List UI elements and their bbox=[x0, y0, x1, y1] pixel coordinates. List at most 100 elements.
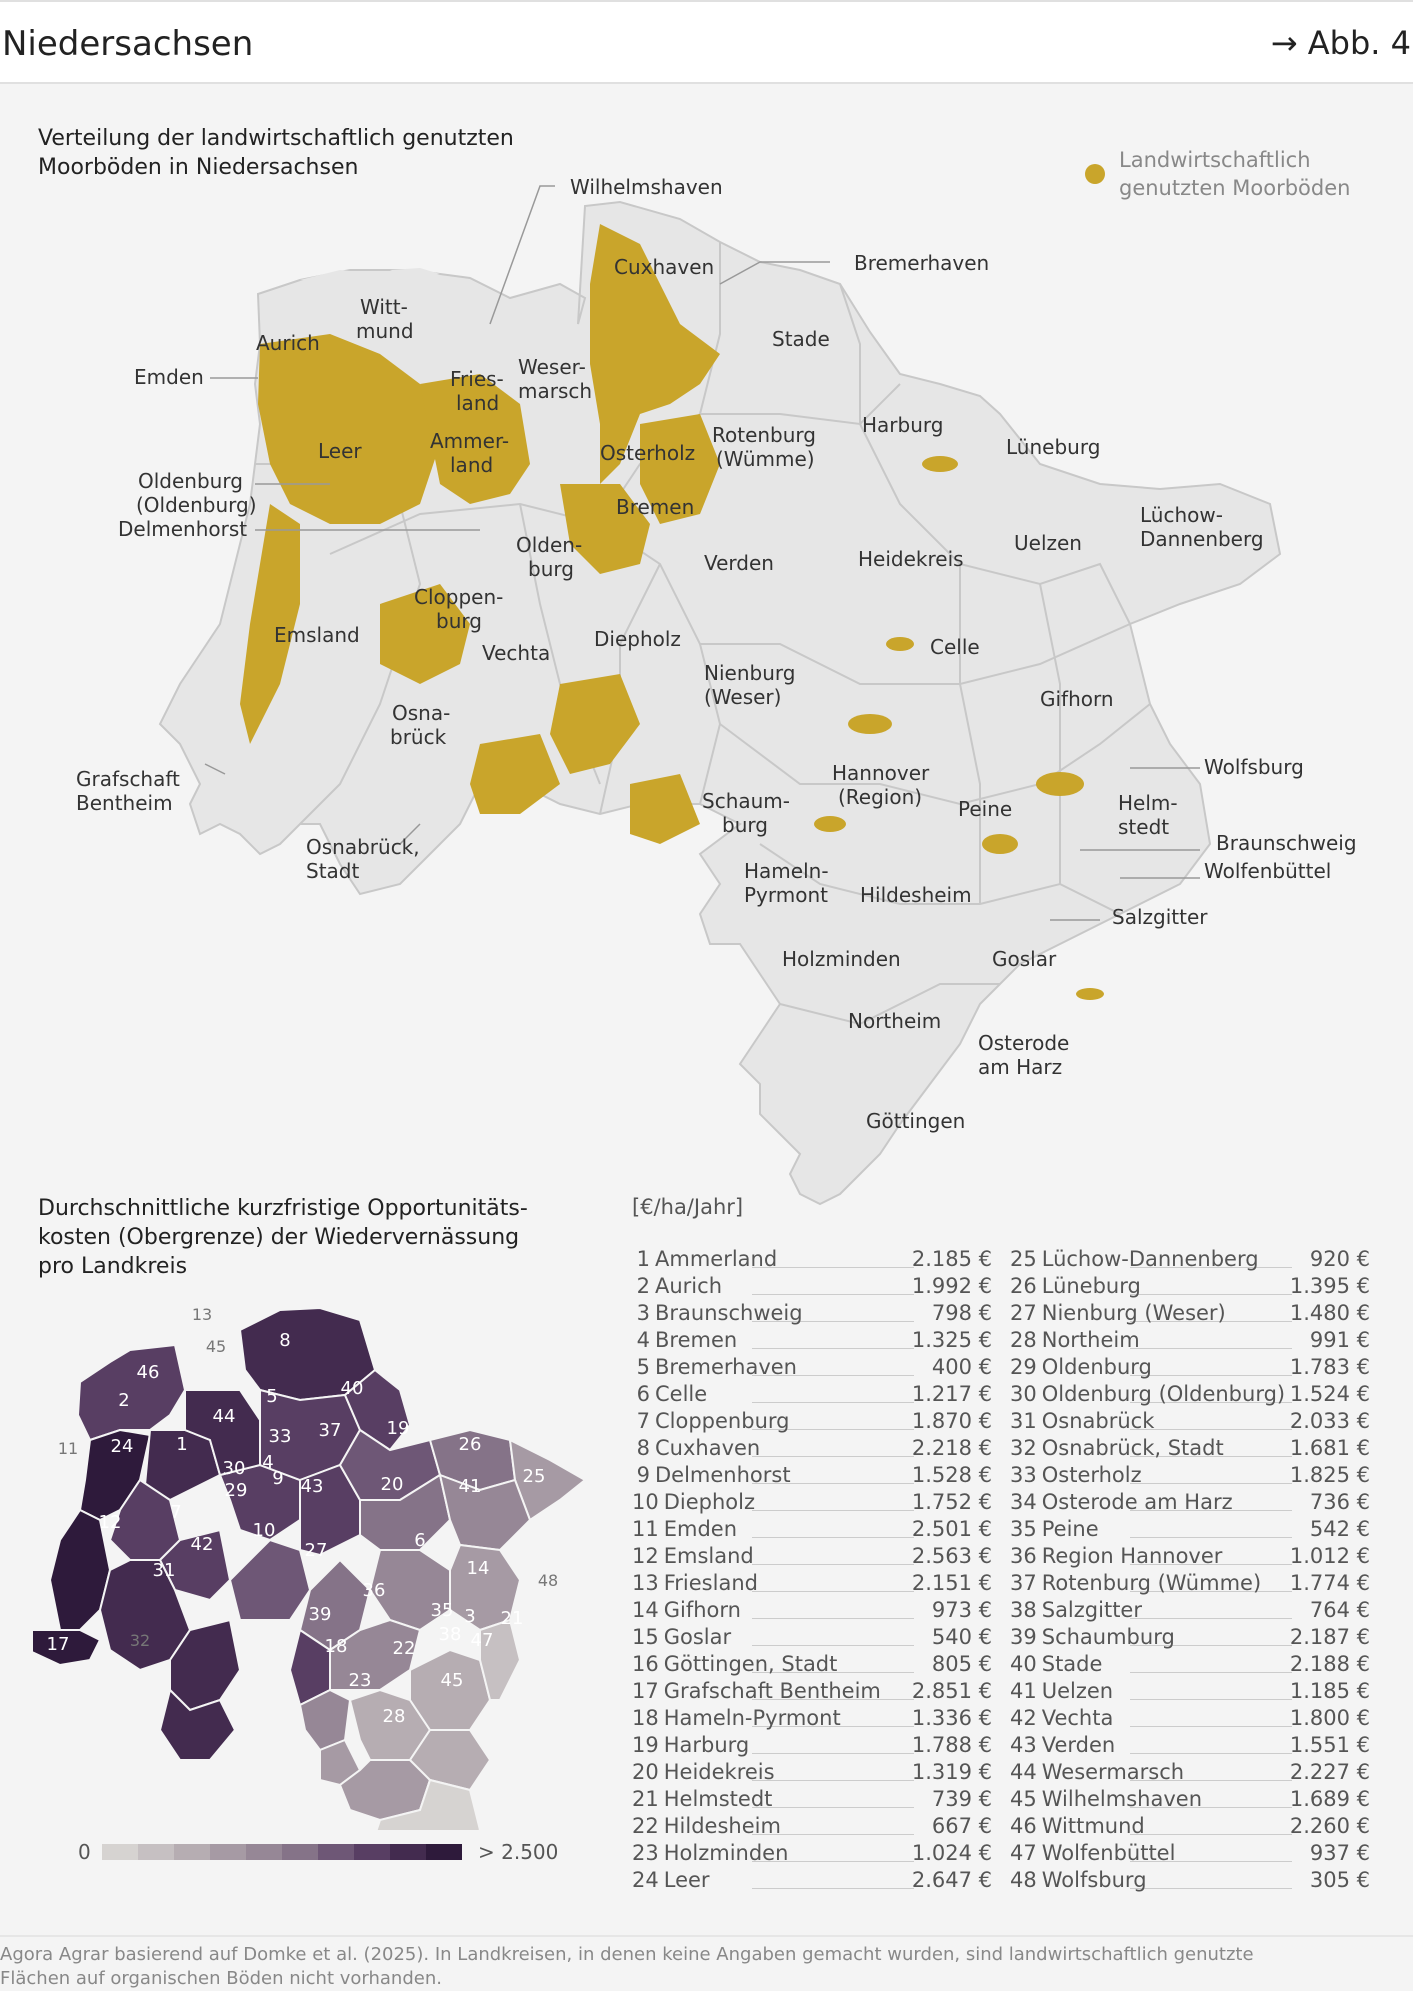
row-district-name: Wolfsburg bbox=[1041, 1868, 1147, 1892]
row-label: 45 Wilhelmshaven bbox=[1010, 1786, 1202, 1813]
row-number: 17 bbox=[632, 1679, 659, 1703]
moor-patch-ammerland bbox=[420, 374, 530, 504]
row-district-name: Uelzen bbox=[1041, 1679, 1114, 1703]
cost-table-left: 1 Ammerland 2.185 €2 Aurich 1.992 €3 Braunsch… bbox=[632, 1246, 992, 1894]
row-label: 40 Stade bbox=[1010, 1651, 1102, 1678]
row-value: 1.336 € bbox=[911, 1706, 992, 1730]
row-label: 24 Leer bbox=[632, 1867, 710, 1894]
row-number: 4 bbox=[636, 1328, 650, 1352]
district-14 bbox=[449, 1543, 522, 1632]
label-wittmund-1: Witt- bbox=[360, 295, 408, 319]
label-helmstedt-1: Helm- bbox=[1118, 791, 1178, 815]
row-rule bbox=[1130, 1888, 1292, 1889]
row-value: 2.260 € bbox=[1289, 1814, 1370, 1838]
row-label: 11 Emden bbox=[632, 1516, 737, 1543]
label-osnabrueck-stadt-2: Stadt bbox=[306, 859, 359, 883]
row-value: 2.647 € bbox=[911, 1868, 992, 1892]
cost-table-row: 19 Harburg 1.788 € bbox=[632, 1732, 992, 1759]
row-value: 1.689 € bbox=[1289, 1787, 1370, 1811]
row-rule bbox=[1130, 1375, 1292, 1376]
row-rule bbox=[1130, 1564, 1292, 1565]
row-rule bbox=[752, 1267, 914, 1268]
outside-numbers: 13 45 11 32 48 bbox=[58, 1305, 558, 1650]
row-label: 48 Wolfsburg bbox=[1010, 1867, 1147, 1894]
label-bentheim-2: Bentheim bbox=[76, 791, 173, 815]
row-label: 30 Oldenburg (Oldenburg) bbox=[1010, 1381, 1285, 1408]
label-leader-lines bbox=[204, 185, 1200, 921]
num-7: 7 bbox=[170, 1502, 181, 1523]
label-hannover-2: (Region) bbox=[838, 785, 922, 809]
row-label: 3 Braunschweig bbox=[632, 1300, 803, 1327]
num-42: 42 bbox=[191, 1534, 214, 1555]
scale-step-10 bbox=[426, 1844, 462, 1860]
row-label: 5 Bremerhaven bbox=[632, 1354, 797, 1381]
row-value: 1.800 € bbox=[1289, 1706, 1370, 1730]
row-rule bbox=[1130, 1780, 1292, 1781]
label-bentheim-1: Grafschaft bbox=[76, 767, 180, 791]
row-value: 2.501 € bbox=[911, 1517, 992, 1541]
row-district-name: Lüneburg bbox=[1041, 1274, 1141, 1298]
cost-table-row: 22 Hildesheim 667 € bbox=[632, 1813, 992, 1840]
row-label: 10 Diepholz bbox=[632, 1489, 755, 1516]
moor-map-title-line1: Verteilung der landwirtschaftlich genutz… bbox=[38, 126, 514, 151]
num-32-outside: 32 bbox=[130, 1631, 150, 1650]
district-labels: Wilhelmshaven Cuxhaven Bremerhaven Witt-… bbox=[76, 175, 1357, 1133]
row-district-name: Nienburg (Weser) bbox=[1041, 1301, 1226, 1325]
row-rule bbox=[752, 1429, 914, 1430]
row-district-name: Bremen bbox=[655, 1328, 738, 1352]
row-rule bbox=[1130, 1402, 1292, 1403]
cost-table-row: 45 Wilhelmshaven 1.689 € bbox=[1010, 1786, 1370, 1813]
num-6: 6 bbox=[414, 1530, 425, 1551]
row-number: 12 bbox=[632, 1544, 659, 1568]
num-10: 10 bbox=[253, 1520, 276, 1541]
row-district-name: Osterholz bbox=[1041, 1463, 1142, 1487]
row-number: 20 bbox=[632, 1760, 659, 1784]
cost-table-row: 26 Lüneburg 1.395 € bbox=[1010, 1273, 1370, 1300]
moor-patch-east-frisia bbox=[258, 334, 440, 524]
label-cuxhaven: Cuxhaven bbox=[614, 255, 714, 279]
label-rotenburg-1: Rotenburg bbox=[712, 423, 816, 447]
moor-legend-swatch bbox=[1085, 164, 1105, 184]
district-32-area bbox=[158, 1688, 237, 1761]
cost-map-title: Durchschnittliche kurzfristige Opportuni… bbox=[38, 1194, 528, 1281]
row-rule bbox=[752, 1294, 914, 1295]
scale-max-label: > 2.500 bbox=[478, 1840, 559, 1864]
row-value: 1.395 € bbox=[1289, 1274, 1370, 1298]
row-label: 25 Lüchow-Dannenberg bbox=[1010, 1246, 1259, 1273]
cost-table-row: 1 Ammerland 2.185 € bbox=[632, 1246, 992, 1273]
moor-soil-areas bbox=[240, 224, 1104, 1000]
row-district-name: Cloppenburg bbox=[655, 1409, 790, 1433]
row-district-name: Emsland bbox=[663, 1544, 754, 1568]
row-rule bbox=[752, 1510, 914, 1511]
cost-table-row: 38 Salzgitter 764 € bbox=[1010, 1597, 1370, 1624]
label-holzminden: Holzminden bbox=[782, 947, 901, 971]
page-title: Niedersachsen bbox=[2, 24, 254, 64]
row-rule bbox=[1130, 1726, 1292, 1727]
district-16 bbox=[375, 1778, 482, 1830]
row-district-name: Vechta bbox=[1041, 1706, 1114, 1730]
row-number: 36 bbox=[1010, 1544, 1037, 1568]
row-rule bbox=[752, 1753, 914, 1754]
num-38: 38 bbox=[439, 1624, 462, 1645]
district-numbers: 46 2 24 12 17 1 7 42 31 8 5 44 33 37 40 … bbox=[47, 1330, 546, 1727]
cost-table-row: 39 Schaumburg 2.187 € bbox=[1010, 1624, 1370, 1651]
row-district-name: Celle bbox=[655, 1382, 708, 1406]
cost-table-row: 12 Emsland 2.563 € bbox=[632, 1543, 992, 1570]
num-27: 27 bbox=[305, 1540, 328, 1561]
row-value: 805 € bbox=[931, 1652, 992, 1676]
row-number: 27 bbox=[1010, 1301, 1037, 1325]
num-44: 44 bbox=[213, 1406, 236, 1427]
num-48-outside: 48 bbox=[538, 1571, 558, 1590]
label-vechta: Vechta bbox=[482, 641, 550, 665]
cost-table-right: 25 Lüchow-Dannenberg 920 € 26 Lüneburg 1.395 … bbox=[1010, 1246, 1370, 1894]
cost-table-row: 27 Nienburg (Weser) 1.480 € bbox=[1010, 1300, 1370, 1327]
cost-map-title-line1: Durchschnittliche kurzfristige Opportuni… bbox=[38, 1196, 528, 1221]
num-46: 46 bbox=[137, 1362, 160, 1383]
cost-table-row: 20 Heidekreis 1.319 € bbox=[632, 1759, 992, 1786]
cost-table-row: 43 Verden 1.551 € bbox=[1010, 1732, 1370, 1759]
cost-table-row: 8 Cuxhaven 2.218 € bbox=[632, 1435, 992, 1462]
num-23: 23 bbox=[349, 1670, 372, 1691]
label-heidekreis: Heidekreis bbox=[858, 547, 964, 571]
district-10 bbox=[228, 1538, 312, 1621]
row-value: 1.024 € bbox=[911, 1841, 992, 1865]
